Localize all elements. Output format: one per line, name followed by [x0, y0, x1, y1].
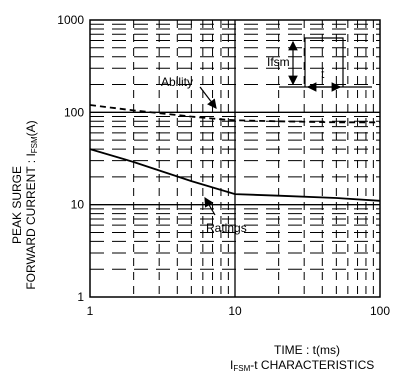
y-axis-label-line2-rest: (A)	[24, 120, 38, 137]
x-tick-label: 1	[87, 304, 94, 318]
series-line-ability	[89, 104, 380, 124]
tick-labels: 1 10 100 1000 1 10 100	[57, 13, 390, 318]
caption-rest: -t CHARACTERISTICS	[250, 358, 375, 372]
y-tick-label: 10	[71, 198, 85, 212]
x-tick-label: 10	[228, 304, 242, 318]
y-axis-label-line1: PEAK SURGE	[10, 165, 24, 245]
y-tick-label: 1	[77, 290, 84, 304]
y-axis-label-line2-main: FORWARD CURRENT : I	[24, 153, 38, 290]
inset-diagram	[279, 37, 372, 92]
ratings-pointer	[204, 196, 216, 216]
caption-sub: FSM	[233, 364, 251, 373]
y-axis-label: PEAK SURGE FORWARD CURRENT : IFSM(A)	[10, 115, 42, 295]
y-tick-label: 1000	[57, 13, 84, 27]
inset-ifsm-label: Ifsm	[267, 55, 290, 69]
y-axis-label-line2-sub: FSM	[30, 136, 39, 154]
x-axis-label: TIME : t(ms)	[274, 343, 340, 357]
y-tick-label: 100	[64, 105, 84, 119]
caption-main: I	[230, 358, 234, 372]
series-line-ratings	[89, 148, 381, 202]
inset-t-label: t	[321, 67, 325, 81]
chart-caption: IFSM-t CHARACTERISTICS	[230, 358, 374, 376]
y-axis-label-line2: FORWARD CURRENT : IFSM(A)	[24, 115, 42, 295]
major-gridlines	[90, 20, 380, 297]
ability-pointer	[199, 86, 217, 109]
plot-frame	[89, 19, 381, 298]
x-tick-label: 100	[370, 304, 390, 318]
ratings-annotation: Ratings	[206, 221, 247, 235]
series-layer	[89, 104, 381, 202]
ability-annotation: Ability	[161, 75, 193, 89]
inset-pulse	[304, 37, 344, 87]
